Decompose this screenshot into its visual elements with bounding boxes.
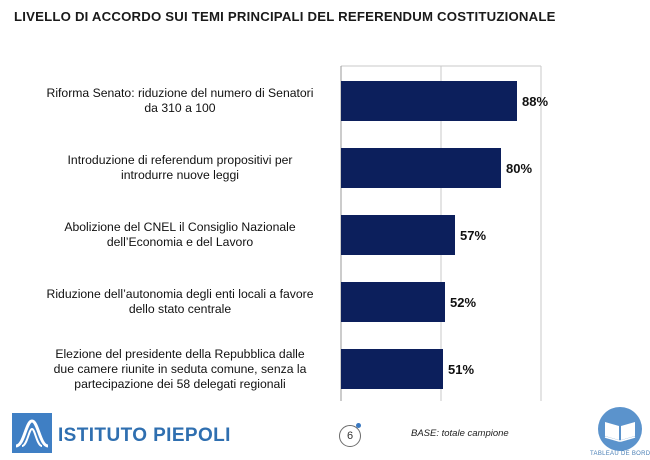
category-label-4: Riduzione dell’autonomia degli enti loca… (46, 287, 314, 316)
value-label-5: 51% (448, 362, 474, 377)
logo-text: ISTITUTO PIEPOLI (58, 425, 231, 446)
category-label-1: Riforma Senato: riduzione del numero di … (46, 86, 314, 115)
value-label-4: 52% (450, 295, 476, 310)
bar-1 (341, 81, 517, 121)
book-badge-icon (598, 407, 642, 451)
category-label-2: Introduzione di referendum propositivi p… (67, 153, 293, 182)
category-label-5: Elezione del presidente della Repubblica… (53, 346, 307, 391)
page-number-dot (356, 423, 361, 428)
base-note: BASE: totale campione (411, 428, 509, 439)
bar-2 (341, 148, 501, 188)
value-label-1: 88% (522, 94, 548, 109)
bar-4 (341, 282, 445, 322)
page-number: 6 (339, 425, 361, 447)
bar-3 (341, 215, 455, 255)
badge-text: TABLEAU DE BORD (590, 451, 650, 457)
value-label-3: 57% (460, 228, 486, 243)
value-label-2: 80% (506, 161, 532, 176)
istituto-piepoli-logo-icon (12, 413, 52, 453)
chart-title: LIVELLO DI ACCORDO SUI TEMI PRINCIPALI D… (14, 9, 556, 24)
bar-chart: 88% 80% 57% 52% 51% (340, 65, 548, 401)
category-label-3: Abolizione del CNEL il Consiglio Naziona… (64, 220, 296, 249)
bar-5 (341, 349, 443, 389)
